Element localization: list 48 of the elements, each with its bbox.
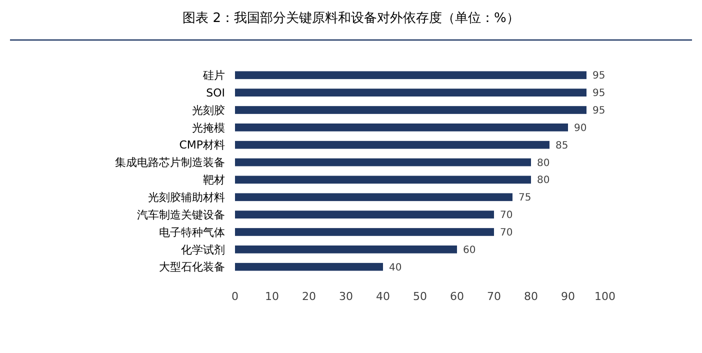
bar [235,158,531,166]
y-tick-label: 汽车制造关键设备 [137,208,225,222]
bar [235,176,531,184]
bar [235,71,586,80]
bar [235,193,512,202]
y-tick-label: 化学试剂 [181,243,225,256]
x-tick-label: 100 [594,290,616,303]
x-tick-label: 70 [487,290,501,303]
x-tick-label: 0 [232,290,238,303]
x-tick-label: 40 [376,290,390,303]
y-tick-label: SOI [206,86,225,100]
y-tick-label: 集成电路芯片制造装备 [115,156,225,170]
data-label: 80 [537,158,550,169]
bar [235,88,586,96]
data-label: 60 [463,244,476,256]
bar [235,210,494,218]
x-tick-label: 10 [265,290,279,303]
bar [235,140,550,149]
data-label: 70 [500,227,513,238]
y-tick-label: 大型石化装备 [159,260,225,274]
x-tick-label: 60 [450,290,464,303]
x-tick-label: 90 [561,290,575,303]
y-tick-label: CMP材料 [179,138,225,152]
chart-title: 图表 2：我国部分关键原料和设备对外依存度（单位：%） [182,10,520,26]
y-tick-label: 光刻胶辅助材料 [148,190,225,204]
y-tick-label: 光刻胶 [192,104,225,117]
y-tick-label: 电子特种气体 [159,226,225,239]
data-label: 70 [500,210,513,222]
y-tick-label: 光掩模 [192,121,225,134]
data-label: 90 [574,122,587,134]
x-tick-label: 20 [302,290,316,303]
data-label: 40 [389,262,402,274]
bar [235,228,494,236]
data-label: 95 [592,88,606,100]
data-label: 85 [556,140,568,152]
y-tick-label: 硅片 [202,69,225,82]
x-tick-label: 80 [524,290,538,303]
x-tick-label: 50 [413,290,427,303]
data-label: 80 [537,175,550,186]
bar [235,246,457,254]
y-tick-label: 靶材 [203,174,225,187]
data-label: 75 [518,192,532,204]
data-label: 95 [592,70,606,82]
x-tick-label: 30 [339,290,353,303]
bar [235,262,383,271]
bar [235,124,568,132]
bar [235,106,586,114]
data-label: 95 [592,106,606,117]
